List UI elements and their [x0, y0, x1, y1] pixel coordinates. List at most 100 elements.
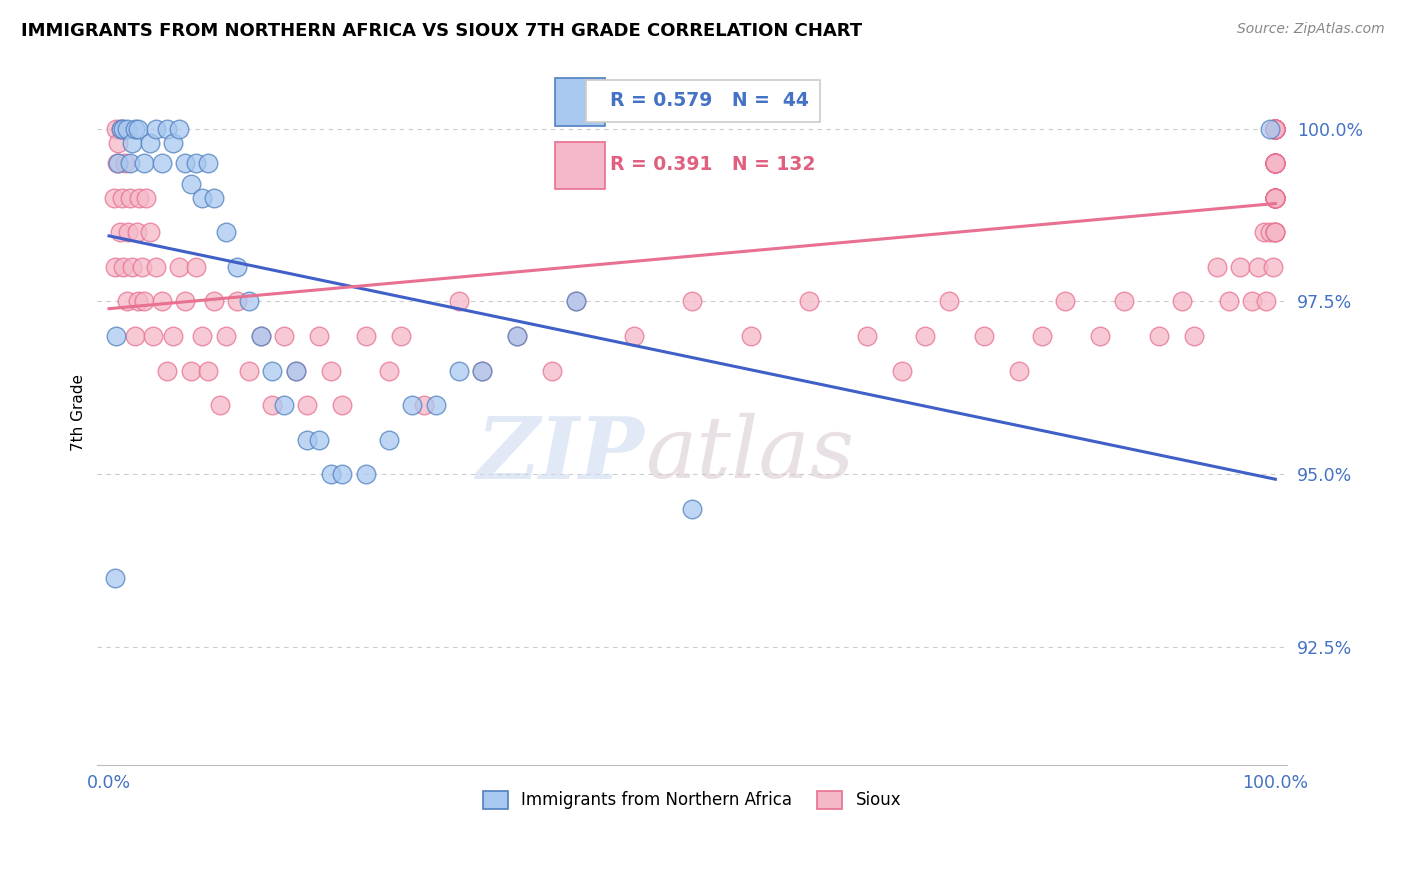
Text: R = 0.391   N = 132: R = 0.391 N = 132: [598, 155, 815, 174]
Point: [191, 329, 214, 343]
Point: [1264, 191, 1286, 205]
Point: [1253, 226, 1275, 240]
Point: [197, 156, 219, 170]
Point: [156, 363, 179, 377]
Point: [150, 156, 173, 170]
Point: [108, 226, 131, 240]
Point: [111, 191, 134, 205]
Point: [173, 294, 195, 309]
Point: [506, 329, 529, 343]
Point: [1147, 329, 1170, 343]
Point: [447, 294, 470, 309]
Point: [1264, 121, 1286, 136]
Point: [471, 363, 494, 377]
Text: R = 0.579   N =  44: R = 0.579 N = 44: [598, 91, 808, 111]
Point: [180, 177, 202, 191]
Point: [297, 398, 319, 412]
Point: [135, 191, 157, 205]
Point: [1264, 121, 1286, 136]
Point: [1264, 156, 1286, 170]
Point: [107, 156, 129, 170]
Point: [1264, 121, 1286, 136]
Point: [1218, 294, 1240, 309]
Point: [226, 294, 249, 309]
Point: [797, 294, 820, 309]
Point: [319, 467, 342, 482]
Point: [1112, 294, 1135, 309]
Point: [413, 398, 436, 412]
Point: [1264, 121, 1286, 136]
Point: [162, 329, 184, 343]
Point: [1264, 121, 1286, 136]
Point: [284, 363, 307, 377]
Point: [297, 433, 319, 447]
Point: [740, 329, 762, 343]
Point: [124, 121, 146, 136]
Point: [1264, 156, 1286, 170]
Point: [1264, 191, 1286, 205]
Point: [262, 363, 284, 377]
Point: [103, 191, 125, 205]
Point: [110, 121, 132, 136]
Point: [1264, 156, 1286, 170]
Point: [914, 329, 936, 343]
Point: [1261, 260, 1284, 274]
Point: [114, 156, 136, 170]
Point: [308, 433, 330, 447]
Point: [121, 136, 143, 150]
Point: [110, 121, 132, 136]
Point: [1264, 121, 1286, 136]
Point: [401, 398, 423, 412]
Point: [121, 260, 143, 274]
Point: [1264, 226, 1286, 240]
Point: [284, 363, 307, 377]
Point: [1258, 121, 1281, 136]
FancyBboxPatch shape: [555, 142, 606, 189]
Point: [681, 294, 703, 309]
Point: [150, 294, 173, 309]
Point: [1264, 156, 1286, 170]
Text: ZIP: ZIP: [477, 413, 644, 496]
Point: [1264, 191, 1286, 205]
Point: [506, 329, 529, 343]
Point: [1264, 121, 1286, 136]
Point: [111, 260, 134, 274]
Point: [105, 121, 128, 136]
Point: [1264, 226, 1286, 240]
Point: [319, 363, 342, 377]
Point: [180, 363, 202, 377]
Point: [425, 398, 447, 412]
Point: [1264, 121, 1286, 136]
Text: Source: ZipAtlas.com: Source: ZipAtlas.com: [1237, 22, 1385, 37]
Point: [118, 156, 141, 170]
Point: [1264, 121, 1286, 136]
Point: [249, 329, 271, 343]
Point: [354, 329, 377, 343]
Point: [197, 363, 219, 377]
Point: [156, 121, 179, 136]
Point: [681, 501, 703, 516]
Point: [1264, 156, 1286, 170]
Point: [1264, 191, 1286, 205]
Point: [1264, 156, 1286, 170]
Point: [1264, 121, 1286, 136]
Point: [1264, 191, 1286, 205]
Point: [623, 329, 645, 343]
Point: [125, 226, 148, 240]
Point: [1229, 260, 1251, 274]
Point: [1264, 191, 1286, 205]
Point: [447, 363, 470, 377]
Point: [173, 156, 195, 170]
Point: [186, 156, 208, 170]
Point: [541, 363, 564, 377]
Point: [1264, 191, 1286, 205]
Point: [238, 363, 260, 377]
Point: [162, 136, 184, 150]
Point: [167, 260, 190, 274]
Point: [214, 226, 236, 240]
Point: [115, 294, 138, 309]
Point: [104, 260, 127, 274]
Point: [127, 121, 149, 136]
Point: [1264, 191, 1286, 205]
Point: [132, 156, 155, 170]
